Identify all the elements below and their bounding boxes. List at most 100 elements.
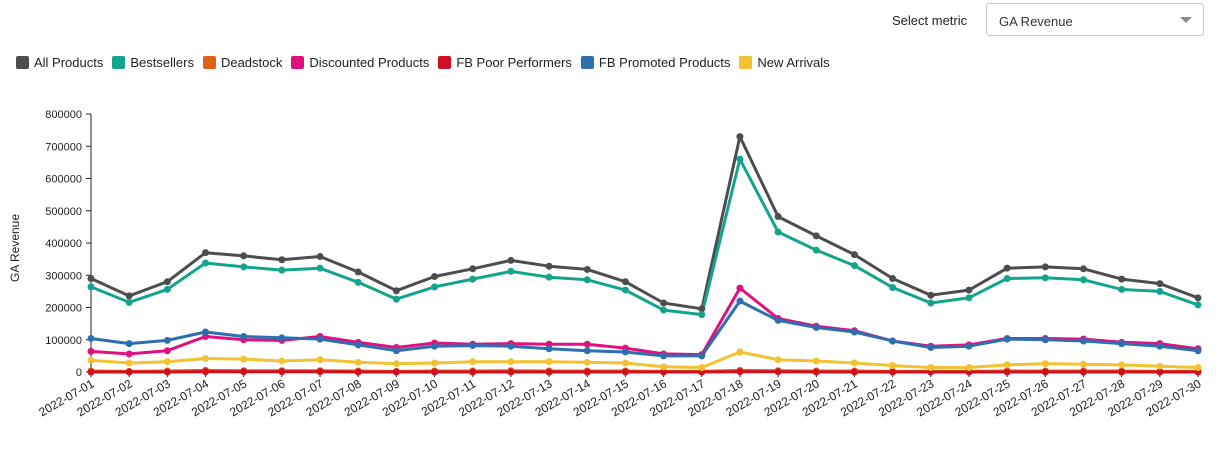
data-point[interactable]: [202, 328, 210, 336]
data-point[interactable]: [1118, 361, 1126, 369]
data-point[interactable]: [927, 363, 935, 371]
data-point[interactable]: [1118, 285, 1126, 293]
data-point[interactable]: [469, 275, 477, 283]
data-point[interactable]: [583, 276, 591, 284]
data-point[interactable]: [202, 249, 210, 257]
data-point[interactable]: [545, 345, 553, 353]
data-point[interactable]: [660, 299, 668, 307]
data-point[interactable]: [163, 336, 171, 344]
data-point[interactable]: [889, 284, 897, 292]
data-point[interactable]: [965, 363, 973, 371]
data-point[interactable]: [316, 368, 324, 376]
data-point[interactable]: [660, 352, 668, 360]
data-point[interactable]: [392, 295, 400, 303]
data-point[interactable]: [774, 316, 782, 324]
data-point[interactable]: [583, 347, 591, 355]
data-point[interactable]: [507, 368, 515, 376]
data-point[interactable]: [1118, 340, 1126, 348]
data-point[interactable]: [240, 252, 248, 260]
data-point[interactable]: [240, 355, 248, 363]
data-point[interactable]: [278, 368, 286, 376]
data-point[interactable]: [316, 356, 324, 364]
data-point[interactable]: [163, 347, 171, 355]
data-point[interactable]: [431, 273, 439, 281]
data-point[interactable]: [392, 287, 400, 295]
data-point[interactable]: [1003, 368, 1011, 376]
data-point[interactable]: [1041, 274, 1049, 282]
data-point[interactable]: [583, 358, 591, 366]
data-point[interactable]: [1118, 368, 1126, 376]
data-point[interactable]: [431, 368, 439, 376]
data-point[interactable]: [125, 368, 133, 376]
legend-item[interactable]: Discounted Products: [291, 55, 429, 70]
data-point[interactable]: [1118, 275, 1126, 283]
data-point[interactable]: [621, 348, 629, 356]
data-point[interactable]: [392, 360, 400, 368]
data-point[interactable]: [927, 299, 935, 307]
data-point[interactable]: [621, 368, 629, 376]
data-point[interactable]: [812, 323, 820, 331]
data-point[interactable]: [354, 268, 362, 276]
data-point[interactable]: [774, 213, 782, 221]
data-point[interactable]: [927, 291, 935, 299]
data-point[interactable]: [125, 340, 133, 348]
data-point[interactable]: [278, 256, 286, 264]
data-point[interactable]: [507, 358, 515, 366]
data-point[interactable]: [1003, 264, 1011, 272]
data-point[interactable]: [354, 278, 362, 286]
data-point[interactable]: [927, 343, 935, 351]
data-point[interactable]: [240, 263, 248, 271]
data-point[interactable]: [698, 363, 706, 371]
data-point[interactable]: [736, 297, 744, 305]
legend-item[interactable]: FB Promoted Products: [580, 55, 730, 70]
data-point[interactable]: [1194, 294, 1202, 302]
data-point[interactable]: [583, 265, 591, 273]
legend-item[interactable]: New Arrivals: [739, 55, 830, 70]
data-point[interactable]: [774, 228, 782, 236]
data-point[interactable]: [469, 265, 477, 273]
data-point[interactable]: [278, 334, 286, 342]
data-point[interactable]: [87, 283, 95, 291]
legend-item[interactable]: Bestsellers: [112, 55, 194, 70]
data-point[interactable]: [621, 286, 629, 294]
data-point[interactable]: [812, 246, 820, 254]
data-point[interactable]: [1194, 363, 1202, 371]
data-point[interactable]: [202, 368, 210, 376]
data-point[interactable]: [698, 352, 706, 360]
data-point[interactable]: [87, 368, 95, 376]
data-point[interactable]: [1041, 368, 1049, 376]
data-point[interactable]: [850, 251, 858, 259]
data-point[interactable]: [431, 359, 439, 367]
data-point[interactable]: [1003, 274, 1011, 282]
data-point[interactable]: [278, 357, 286, 365]
data-point[interactable]: [1079, 337, 1087, 345]
data-point[interactable]: [736, 155, 744, 163]
data-point[interactable]: [850, 262, 858, 270]
data-point[interactable]: [125, 350, 133, 358]
data-point[interactable]: [850, 359, 858, 367]
data-point[interactable]: [774, 356, 782, 364]
data-point[interactable]: [965, 342, 973, 350]
data-point[interactable]: [1003, 335, 1011, 343]
data-point[interactable]: [431, 283, 439, 291]
data-point[interactable]: [316, 253, 324, 261]
data-point[interactable]: [965, 286, 973, 294]
data-point[interactable]: [889, 337, 897, 345]
data-point[interactable]: [621, 278, 629, 286]
legend-item[interactable]: Deadstock: [202, 55, 282, 70]
data-point[interactable]: [354, 341, 362, 349]
metric-select[interactable]: GA Revenue: [986, 3, 1204, 36]
data-point[interactable]: [316, 335, 324, 343]
data-point[interactable]: [1079, 276, 1087, 284]
data-point[interactable]: [316, 264, 324, 272]
data-point[interactable]: [545, 368, 553, 376]
data-point[interactable]: [1079, 360, 1087, 368]
data-point[interactable]: [660, 363, 668, 371]
data-point[interactable]: [354, 368, 362, 376]
data-point[interactable]: [1194, 347, 1202, 355]
data-point[interactable]: [354, 358, 362, 366]
data-point[interactable]: [889, 368, 897, 376]
data-point[interactable]: [240, 333, 248, 341]
data-point[interactable]: [469, 342, 477, 350]
data-point[interactable]: [812, 232, 820, 240]
